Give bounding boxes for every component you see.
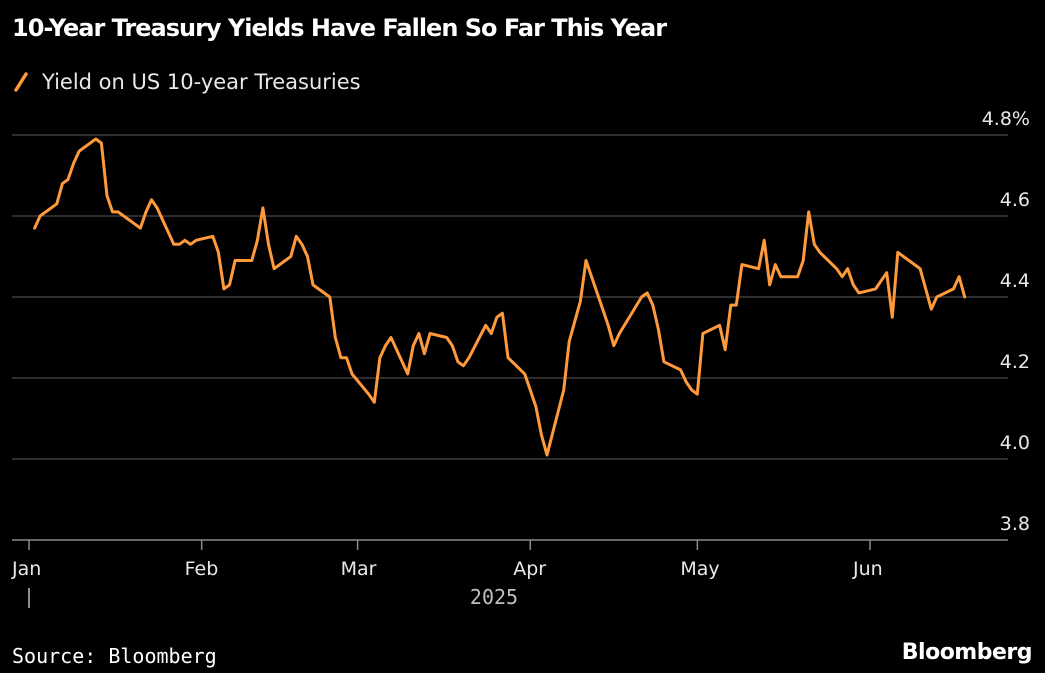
series-group bbox=[33, 137, 967, 457]
y-tick-label: 4.4 bbox=[1000, 270, 1030, 292]
y-tick-label: 4.2 bbox=[1000, 351, 1030, 373]
source-note: Source: Bloomberg bbox=[12, 644, 217, 668]
chart-title: 10-Year Treasury Yields Have Fallen So F… bbox=[12, 14, 667, 42]
x-tick-label: Apr bbox=[513, 558, 546, 580]
x-tick-label: May bbox=[680, 558, 719, 580]
legend-label: Yield on US 10-year Treasuries bbox=[42, 70, 361, 94]
x-tick-label: Jan bbox=[11, 558, 41, 580]
x-tick-label: Jun bbox=[852, 558, 883, 580]
y-tick-label: 4.8% bbox=[982, 108, 1030, 130]
brand-logo: Bloomberg bbox=[901, 640, 1033, 665]
y-axis-ticks: 3.8 4.0 4.2 4.4 4.6 4.8% bbox=[982, 108, 1030, 535]
x-tick-label: Feb bbox=[185, 558, 219, 580]
year-label: 2025 bbox=[470, 585, 518, 609]
x-axis: Jan Feb Mar Apr May Jun 2025 bbox=[11, 540, 883, 609]
series-line-yield bbox=[33, 137, 967, 457]
x-tick-label: Mar bbox=[341, 558, 377, 580]
legend: Yield on US 10-year Treasuries bbox=[14, 70, 361, 94]
y-tick-label: 3.8 bbox=[1000, 513, 1030, 535]
legend-swatch-icon bbox=[14, 72, 28, 92]
grid-lines bbox=[12, 134, 1008, 541]
y-tick-label: 4.0 bbox=[1000, 432, 1030, 454]
y-tick-label: 4.6 bbox=[1000, 189, 1030, 211]
